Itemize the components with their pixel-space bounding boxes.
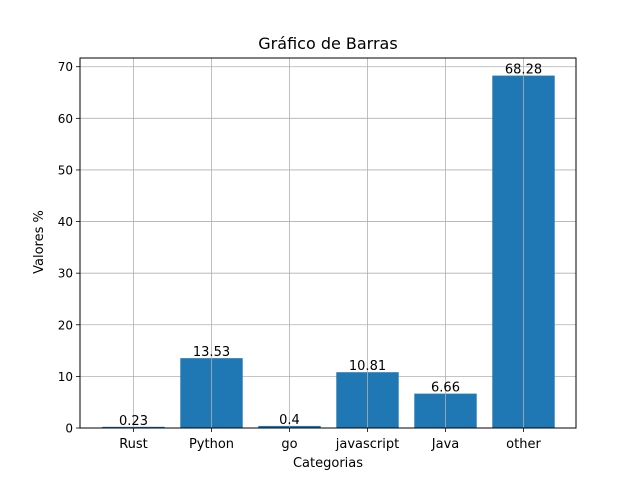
y-tick-label: 50 — [58, 163, 73, 177]
y-tick-label: 20 — [58, 318, 73, 332]
x-tick-label-javascript: javascript — [335, 437, 399, 452]
data-label-go: 0.4 — [279, 413, 300, 428]
data-labels: 0.23 13.53 0.4 10.81 6.66 68.28 — [119, 63, 542, 429]
y-tick-label: 70 — [58, 60, 73, 74]
x-tick-label-rust: Rust — [119, 437, 148, 452]
y-tick-label: 10 — [58, 370, 73, 384]
x-tick-label-go: go — [281, 437, 297, 452]
y-axis-label: Valores % — [32, 210, 47, 274]
data-label-javascript: 10.81 — [349, 359, 386, 374]
axis-ticks: 0 10 20 30 40 50 60 70 Rust Python go javascript Jav… — [58, 60, 542, 452]
plot-frame — [79, 57, 577, 429]
data-label-java: 6.66 — [431, 381, 460, 396]
grid-lines — [80, 66, 576, 429]
bars — [102, 75, 555, 428]
data-label-python: 13.53 — [193, 345, 230, 360]
y-tick-label: 30 — [58, 267, 73, 281]
x-tick-label-python: Python — [189, 437, 234, 452]
y-tick-label: 0 — [65, 422, 73, 436]
data-label-rust: 0.23 — [119, 414, 148, 429]
y-tick-label: 40 — [58, 215, 73, 229]
x-tick-label-other: other — [506, 437, 541, 452]
y-tick-label: 60 — [58, 112, 73, 126]
chart-title: Gráfico de Barras — [258, 34, 397, 53]
x-grid-lines — [133, 58, 524, 428]
x-tick-label-java: Java — [431, 437, 459, 452]
data-label-other: 68.28 — [505, 63, 542, 78]
x-axis-label: Categorias — [293, 456, 363, 471]
